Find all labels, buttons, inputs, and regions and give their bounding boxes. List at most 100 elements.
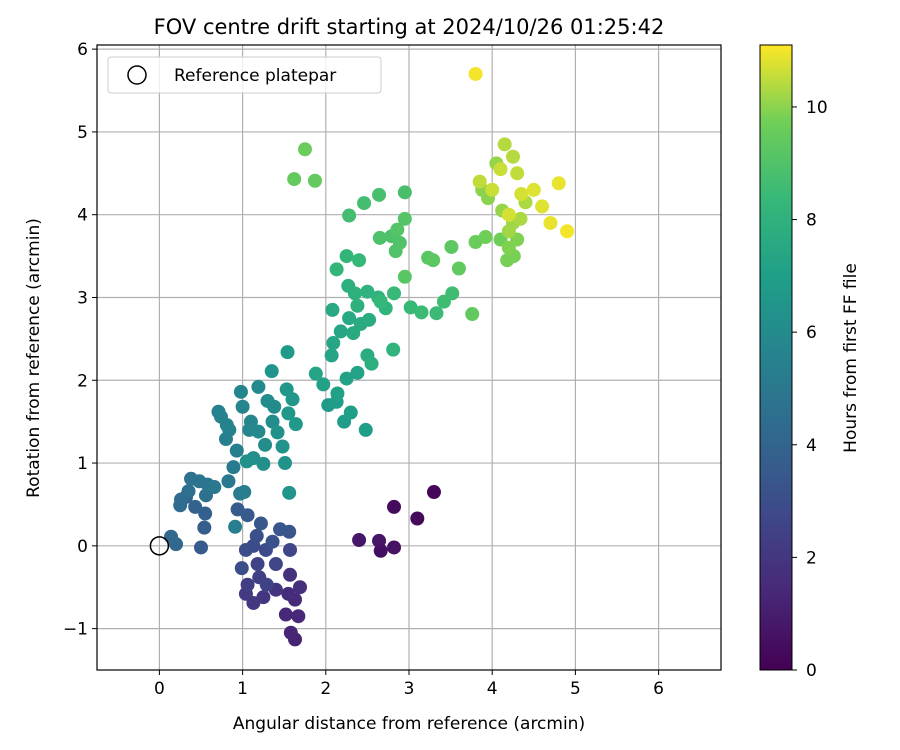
data-point (465, 307, 480, 322)
colorbar-tick-label: 8 (806, 211, 817, 231)
data-point (551, 176, 566, 191)
data-point (240, 577, 255, 592)
data-point (485, 182, 500, 197)
data-point (372, 533, 387, 548)
y-tick-label: −1 (63, 620, 88, 640)
data-point (278, 456, 293, 471)
data-point (308, 366, 323, 381)
data-point (444, 239, 459, 254)
data-point (230, 502, 245, 517)
data-point (535, 199, 550, 214)
y-tick-label: 6 (77, 40, 88, 60)
reference-platepar-marker (149, 536, 170, 556)
data-point (238, 542, 253, 557)
data-point (326, 336, 341, 351)
data-point (249, 528, 264, 543)
data-point (270, 425, 285, 440)
data-point (251, 379, 266, 394)
data-point (307, 173, 322, 188)
y-tick-label: 1 (77, 454, 88, 474)
x-axis-label: Angular distance from reference (arcmin) (233, 714, 585, 734)
data-point (280, 345, 295, 360)
data-point (221, 474, 236, 489)
data-point (410, 511, 425, 526)
data-point (188, 499, 203, 514)
data-point (397, 211, 412, 226)
data-point (197, 520, 212, 535)
data-point (228, 519, 243, 534)
data-point (342, 208, 357, 223)
data-point (526, 182, 541, 197)
data-point (283, 542, 298, 557)
y-tick-label: 3 (77, 288, 88, 308)
x-tick-label: 3 (404, 679, 415, 699)
data-point (259, 577, 274, 592)
data-point (339, 371, 354, 386)
data-point (219, 417, 234, 432)
data-point (468, 66, 483, 81)
data-point (513, 211, 528, 226)
data-point (283, 625, 298, 640)
x-tick-label: 1 (237, 679, 248, 699)
data-point (426, 253, 441, 268)
data-point (357, 196, 372, 211)
x-tick-label: 2 (320, 679, 331, 699)
data-point (268, 557, 283, 572)
data-point (386, 342, 401, 357)
grid-lines (97, 45, 721, 670)
data-points (164, 66, 575, 647)
data-point (350, 365, 365, 380)
legend-label: Reference platepar (174, 66, 336, 86)
data-point (364, 356, 379, 371)
data-point (390, 222, 405, 237)
data-point (264, 364, 279, 379)
data-point (256, 456, 271, 471)
data-point (324, 348, 339, 363)
data-point (235, 399, 250, 414)
x-tick-label: 4 (487, 679, 498, 699)
data-point (265, 534, 280, 549)
data-point (560, 224, 575, 239)
data-point (285, 392, 300, 407)
chart-title: FOV centre drift starting at 2024/10/26 … (154, 15, 665, 39)
x-tick-label: 6 (653, 679, 664, 699)
legend-marker-open-circle (127, 65, 147, 85)
data-point (198, 506, 213, 521)
data-point (350, 298, 365, 313)
y-tick-label: 4 (77, 206, 88, 226)
data-point (265, 414, 280, 429)
data-point (510, 166, 525, 181)
data-point (291, 609, 306, 624)
legend: Reference platepar (107, 56, 382, 94)
data-point (414, 305, 429, 320)
data-point (543, 215, 558, 230)
data-point (387, 499, 402, 514)
data-point (281, 586, 296, 601)
data-point (288, 417, 303, 432)
data-point (333, 324, 348, 339)
data-point (251, 424, 266, 439)
data-point (372, 230, 387, 245)
data-point (514, 187, 529, 202)
data-point (278, 607, 293, 622)
colorbar-ticks: 0 2 4 6 8 10 (792, 98, 828, 681)
data-point (478, 230, 493, 245)
data-point (387, 286, 402, 301)
data-point (239, 454, 254, 469)
data-point (243, 414, 258, 429)
data-point (493, 162, 508, 177)
data-point (330, 386, 345, 401)
data-point (347, 286, 362, 301)
data-point (352, 533, 367, 548)
colorbar-tick-label: 2 (806, 548, 817, 568)
data-point (342, 311, 357, 326)
colorbar-tick-label: 10 (806, 98, 828, 118)
data-point (358, 422, 373, 437)
data-point (267, 399, 282, 414)
data-point (226, 460, 241, 475)
data-point (325, 302, 340, 317)
x-tick-label: 0 (154, 679, 165, 699)
colorbar: 0 2 4 6 8 10 Hours from first FF file (759, 44, 861, 681)
data-point (451, 261, 466, 276)
